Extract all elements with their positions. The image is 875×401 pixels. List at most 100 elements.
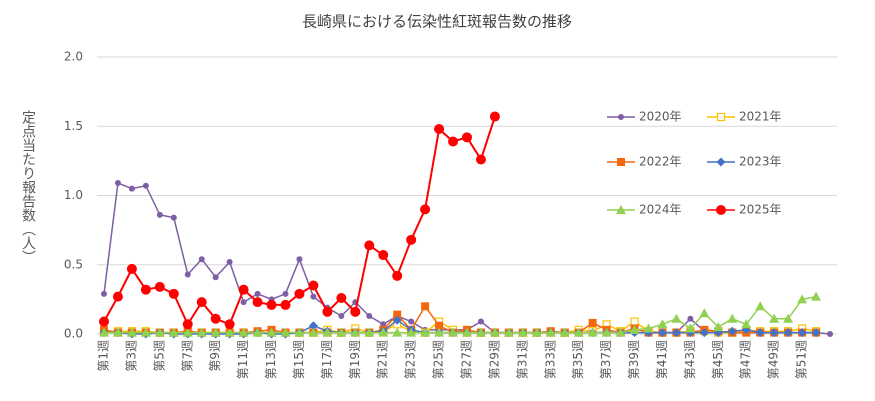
marker [282,290,289,297]
marker [378,250,389,261]
marker [392,270,403,281]
x-tick-label: 第3週 [124,340,138,372]
marker [827,331,834,337]
marker [755,328,765,338]
marker [294,327,305,337]
marker [699,328,709,338]
x-tick-label: 第37週 [599,340,613,379]
marker [559,327,570,337]
marker [713,322,724,332]
marker [671,328,681,338]
x-tick-label: 第13週 [264,340,278,379]
marker [224,319,235,330]
marker [408,318,415,325]
y-tick-label: 0.5 [64,257,83,271]
marker [727,313,738,323]
x-tick-label: 第9週 [208,340,222,372]
marker [112,291,123,302]
marker [226,258,233,265]
legend-label: 2023年 [739,155,782,169]
marker [685,323,696,333]
legend-label: 2024年 [639,203,682,217]
x-tick-label: 第21週 [376,340,390,379]
marker [462,132,472,143]
marker [308,321,318,331]
marker [238,284,249,295]
marker [475,327,486,337]
marker [364,327,375,337]
y-axis-label: 定点当たり報告数（人） [20,110,36,264]
marker [266,327,277,337]
marker [322,306,333,317]
marker [475,154,486,165]
marker [142,182,149,189]
marker [128,185,135,192]
marker [657,328,667,338]
marker [657,319,668,329]
marker [168,288,179,299]
marker [406,234,417,245]
marker [364,240,375,251]
legend-label: 2022年 [639,155,682,169]
x-tick-label: 第45週 [711,340,725,379]
marker [366,312,373,319]
y-tick-label: 0.0 [64,327,83,341]
marker [517,327,528,337]
series-line [103,295,817,334]
marker [350,306,361,317]
marker [392,315,402,325]
marker [196,327,207,337]
marker [434,327,445,337]
marker [615,327,626,337]
marker [462,327,472,337]
marker [769,328,779,338]
legend-marker [616,205,626,214]
x-tick-label: 第35週 [571,340,585,379]
marker [140,284,151,295]
marker [755,301,766,311]
marker [741,319,752,329]
marker [154,327,165,337]
marker [336,292,347,303]
marker [336,327,347,337]
marker [406,327,417,337]
marker [240,299,247,306]
marker [629,324,640,334]
legend-marker [716,205,726,215]
marker [811,291,822,301]
marker [393,310,402,319]
x-tick-label: 第19週 [348,340,362,379]
marker [573,327,584,337]
marker [112,327,123,337]
marker [448,327,459,337]
marker [338,312,345,319]
marker [280,327,291,337]
marker [238,327,249,337]
marker [643,323,654,333]
marker [630,317,639,326]
marker [489,111,500,122]
marker [545,327,556,337]
marker [198,256,205,263]
marker [435,321,444,330]
marker [380,321,387,328]
y-tick-label: 1.5 [64,119,83,133]
marker [420,204,431,215]
marker [98,327,109,337]
y-tick-label: 1.0 [64,188,83,202]
marker [378,327,389,337]
marker [126,263,137,274]
marker [783,313,794,323]
x-tick-label: 第1週 [96,340,110,372]
marker [224,327,235,337]
marker [477,318,484,325]
marker [168,327,179,337]
marker [184,271,191,278]
x-tick-label: 第15週 [292,340,306,379]
y-tick-label: 2.0 [64,50,83,64]
x-tick-label: 第5週 [152,340,166,372]
marker [531,327,542,337]
x-tick-label: 第43週 [683,340,697,379]
legend-marker [716,112,726,122]
marker [671,313,682,323]
